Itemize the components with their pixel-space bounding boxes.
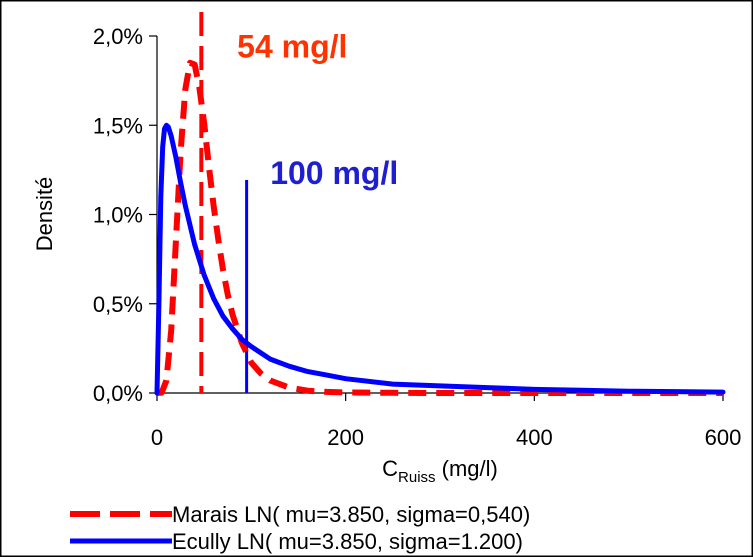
x-axis-title-main: C — [382, 456, 398, 481]
annotations: 54 mg/l 100 mg/l — [237, 28, 398, 191]
series-line — [156, 59, 723, 396]
y-tick-label: 2,0% — [93, 24, 143, 49]
value-annotation: 100 mg/l — [270, 155, 398, 191]
legend-label: Ecully LN( mu=3.850, sigma=1.200) — [172, 529, 523, 554]
series-line — [154, 122, 726, 396]
y-tick-label: 0,0% — [93, 381, 143, 406]
value-annotation: 54 mg/l — [237, 28, 347, 64]
legend-label: Marais LN( mu=3.850, sigma=0,540) — [172, 502, 530, 527]
x-axis-title: CRuiss (mg/l) — [382, 456, 498, 486]
series-lines — [154, 59, 726, 396]
reference-lines — [199, 12, 249, 393]
y-axis-title: Densité — [32, 177, 57, 252]
y-tick-label: 0,5% — [93, 292, 143, 317]
axes: 0,0% 0,5% 1,0% 1,5% 2,0% 0 200 400 600 Densité CRu… — [32, 24, 741, 486]
x-tick-label: 200 — [327, 425, 364, 450]
x-axis-title-unit: (mg/l) — [436, 456, 498, 481]
y-tick-label: 1,0% — [93, 203, 143, 228]
x-tick-label: 600 — [705, 425, 742, 450]
x-tick-label: 400 — [516, 425, 553, 450]
x-tick-label: 0 — [151, 425, 163, 450]
legend: Marais LN( mu=3.850, sigma=0,540)Ecully … — [70, 502, 530, 554]
x-axis-title-sub: Ruiss — [398, 469, 436, 486]
y-tick-label: 1,5% — [93, 113, 143, 138]
